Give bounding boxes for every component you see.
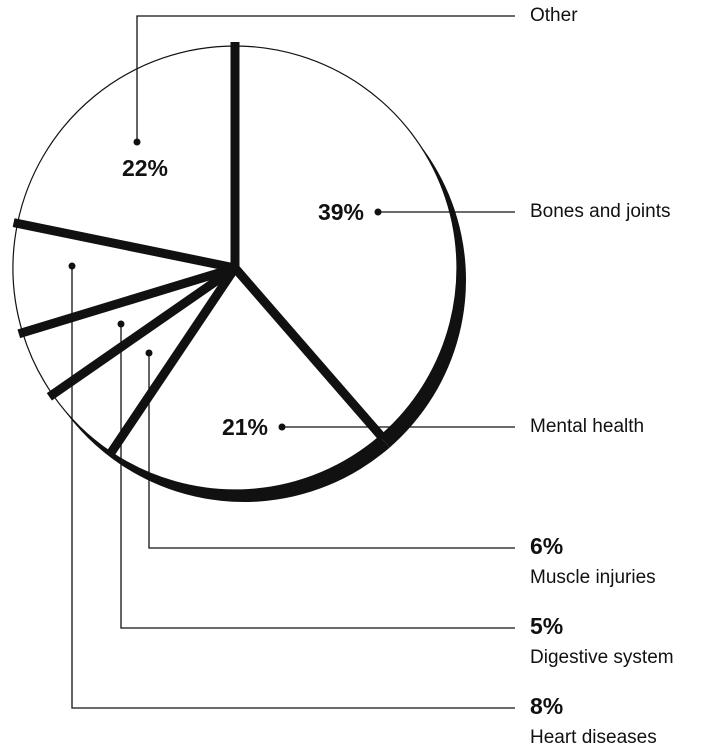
slice-gap (105, 265, 239, 459)
slice-gap (17, 263, 237, 339)
leader-line (71, 266, 515, 709)
slice (234, 45, 458, 437)
category-label: Digestive system (530, 647, 674, 668)
percent-label: 39% (318, 199, 364, 225)
percent-label: 6% (530, 533, 563, 559)
percent-label: 8% (530, 693, 563, 719)
leader-line (120, 324, 515, 629)
category-label: Mental health (530, 416, 644, 437)
slice (16, 45, 236, 269)
slice-gap (231, 265, 387, 442)
category-label: Bones and joints (530, 201, 671, 222)
percent-label: 5% (530, 613, 563, 639)
leader-line (148, 353, 515, 549)
category-label: Heart diseases (530, 727, 657, 748)
percent-label: 22% (122, 155, 168, 181)
slice-gap (12, 218, 236, 273)
percent-label: 21% (222, 414, 268, 440)
leader-line (136, 15, 515, 142)
slice-gap (46, 264, 238, 401)
slice (110, 267, 382, 491)
category-label: Other (530, 5, 578, 26)
category-label: Muscle injuries (530, 567, 656, 588)
